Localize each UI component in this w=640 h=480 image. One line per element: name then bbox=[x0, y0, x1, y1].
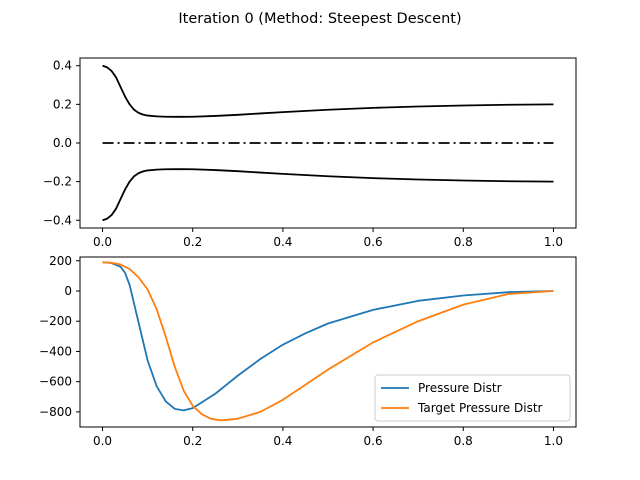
y-tick-label: 0.2 bbox=[53, 97, 72, 111]
legend: Pressure Distr Target Pressure Distr bbox=[374, 374, 571, 422]
x-tick-label: 0.4 bbox=[273, 235, 292, 249]
y-tick-label: −600 bbox=[39, 375, 72, 389]
figure-title: Iteration 0 (Method: Steepest Descent) bbox=[178, 11, 461, 27]
x-tick-label: 0.2 bbox=[183, 434, 202, 448]
top-axes: 0.0 0.2 0.4 0.6 0.8 1.0 0.4 0.2 0.0 −0.2 −0.4 bbox=[43, 57, 577, 249]
legend-box bbox=[374, 374, 571, 422]
x-tick-label: 0.6 bbox=[364, 235, 383, 249]
legend-label: Target Pressure Distr bbox=[417, 401, 543, 415]
x-tick-label: 1.0 bbox=[544, 434, 563, 448]
x-tick-label: 0.8 bbox=[454, 235, 473, 249]
x-tick-label: 1.0 bbox=[544, 235, 563, 249]
y-tick-label: 0.4 bbox=[53, 59, 72, 73]
y-tick-label: 200 bbox=[49, 254, 72, 268]
series-line-0-1 bbox=[102, 168, 554, 222]
x-tick-label: 0.0 bbox=[93, 434, 112, 448]
y-tick-label: −200 bbox=[39, 314, 72, 328]
x-tick-label: 0.4 bbox=[273, 434, 292, 448]
axes-frame bbox=[79, 256, 577, 428]
y-tick-label: 0.0 bbox=[53, 136, 72, 150]
x-tick-label: 0.6 bbox=[364, 434, 383, 448]
y-tick-label: −0.4 bbox=[43, 213, 72, 227]
y-tick-label: −800 bbox=[39, 405, 72, 419]
legend-label: Pressure Distr bbox=[418, 381, 502, 395]
series-line-0-0 bbox=[102, 64, 554, 118]
series-line-1-0 bbox=[102, 261, 554, 412]
x-tick-label: 0.8 bbox=[454, 434, 473, 448]
x-tick-label: 0.2 bbox=[183, 235, 202, 249]
bottom-axes: 0.0 0.2 0.4 0.6 0.8 1.0 200 0 −200 −400 −600 −800 Pr… bbox=[39, 254, 577, 448]
y-tick-label: −400 bbox=[39, 344, 72, 358]
x-tick-label: 0.0 bbox=[93, 235, 112, 249]
y-tick-label: 0 bbox=[64, 284, 72, 298]
y-tick-label: −0.2 bbox=[43, 175, 72, 189]
series-line-1-1 bbox=[102, 261, 554, 422]
